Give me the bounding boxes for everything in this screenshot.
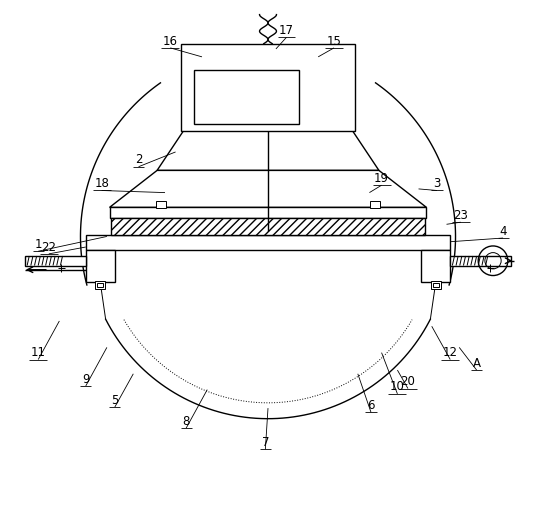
Bar xyxy=(433,283,438,287)
Text: 8: 8 xyxy=(182,415,190,428)
Text: 6: 6 xyxy=(367,399,375,412)
Bar xyxy=(109,208,427,218)
Text: 16: 16 xyxy=(163,35,178,47)
Text: 11: 11 xyxy=(31,346,46,359)
Text: 3: 3 xyxy=(433,177,441,190)
Bar xyxy=(431,281,441,289)
Text: 1: 1 xyxy=(34,238,42,251)
Text: 18: 18 xyxy=(94,177,109,190)
Bar xyxy=(421,250,450,282)
Text: A: A xyxy=(473,357,481,370)
Text: 23: 23 xyxy=(453,209,468,222)
Text: 12: 12 xyxy=(443,346,458,359)
Text: 2: 2 xyxy=(135,153,143,166)
Text: 10: 10 xyxy=(390,381,405,393)
Bar xyxy=(181,44,355,131)
Polygon shape xyxy=(157,131,379,170)
Text: 4: 4 xyxy=(500,225,507,238)
Bar xyxy=(370,201,380,209)
Text: 17: 17 xyxy=(279,24,294,37)
Bar xyxy=(156,201,166,209)
Bar xyxy=(194,70,299,124)
Text: 5: 5 xyxy=(111,393,118,407)
Text: 9: 9 xyxy=(82,373,90,386)
Text: 19: 19 xyxy=(374,172,389,185)
Bar xyxy=(111,218,425,235)
Text: 20: 20 xyxy=(400,375,415,388)
Bar xyxy=(25,256,86,266)
Bar xyxy=(450,256,511,266)
Bar xyxy=(95,281,105,289)
Text: 22: 22 xyxy=(41,241,56,253)
Bar xyxy=(98,283,103,287)
Bar xyxy=(86,250,115,282)
Bar xyxy=(86,235,450,250)
Text: 15: 15 xyxy=(326,35,341,47)
Text: 7: 7 xyxy=(262,436,269,449)
Polygon shape xyxy=(109,170,427,208)
